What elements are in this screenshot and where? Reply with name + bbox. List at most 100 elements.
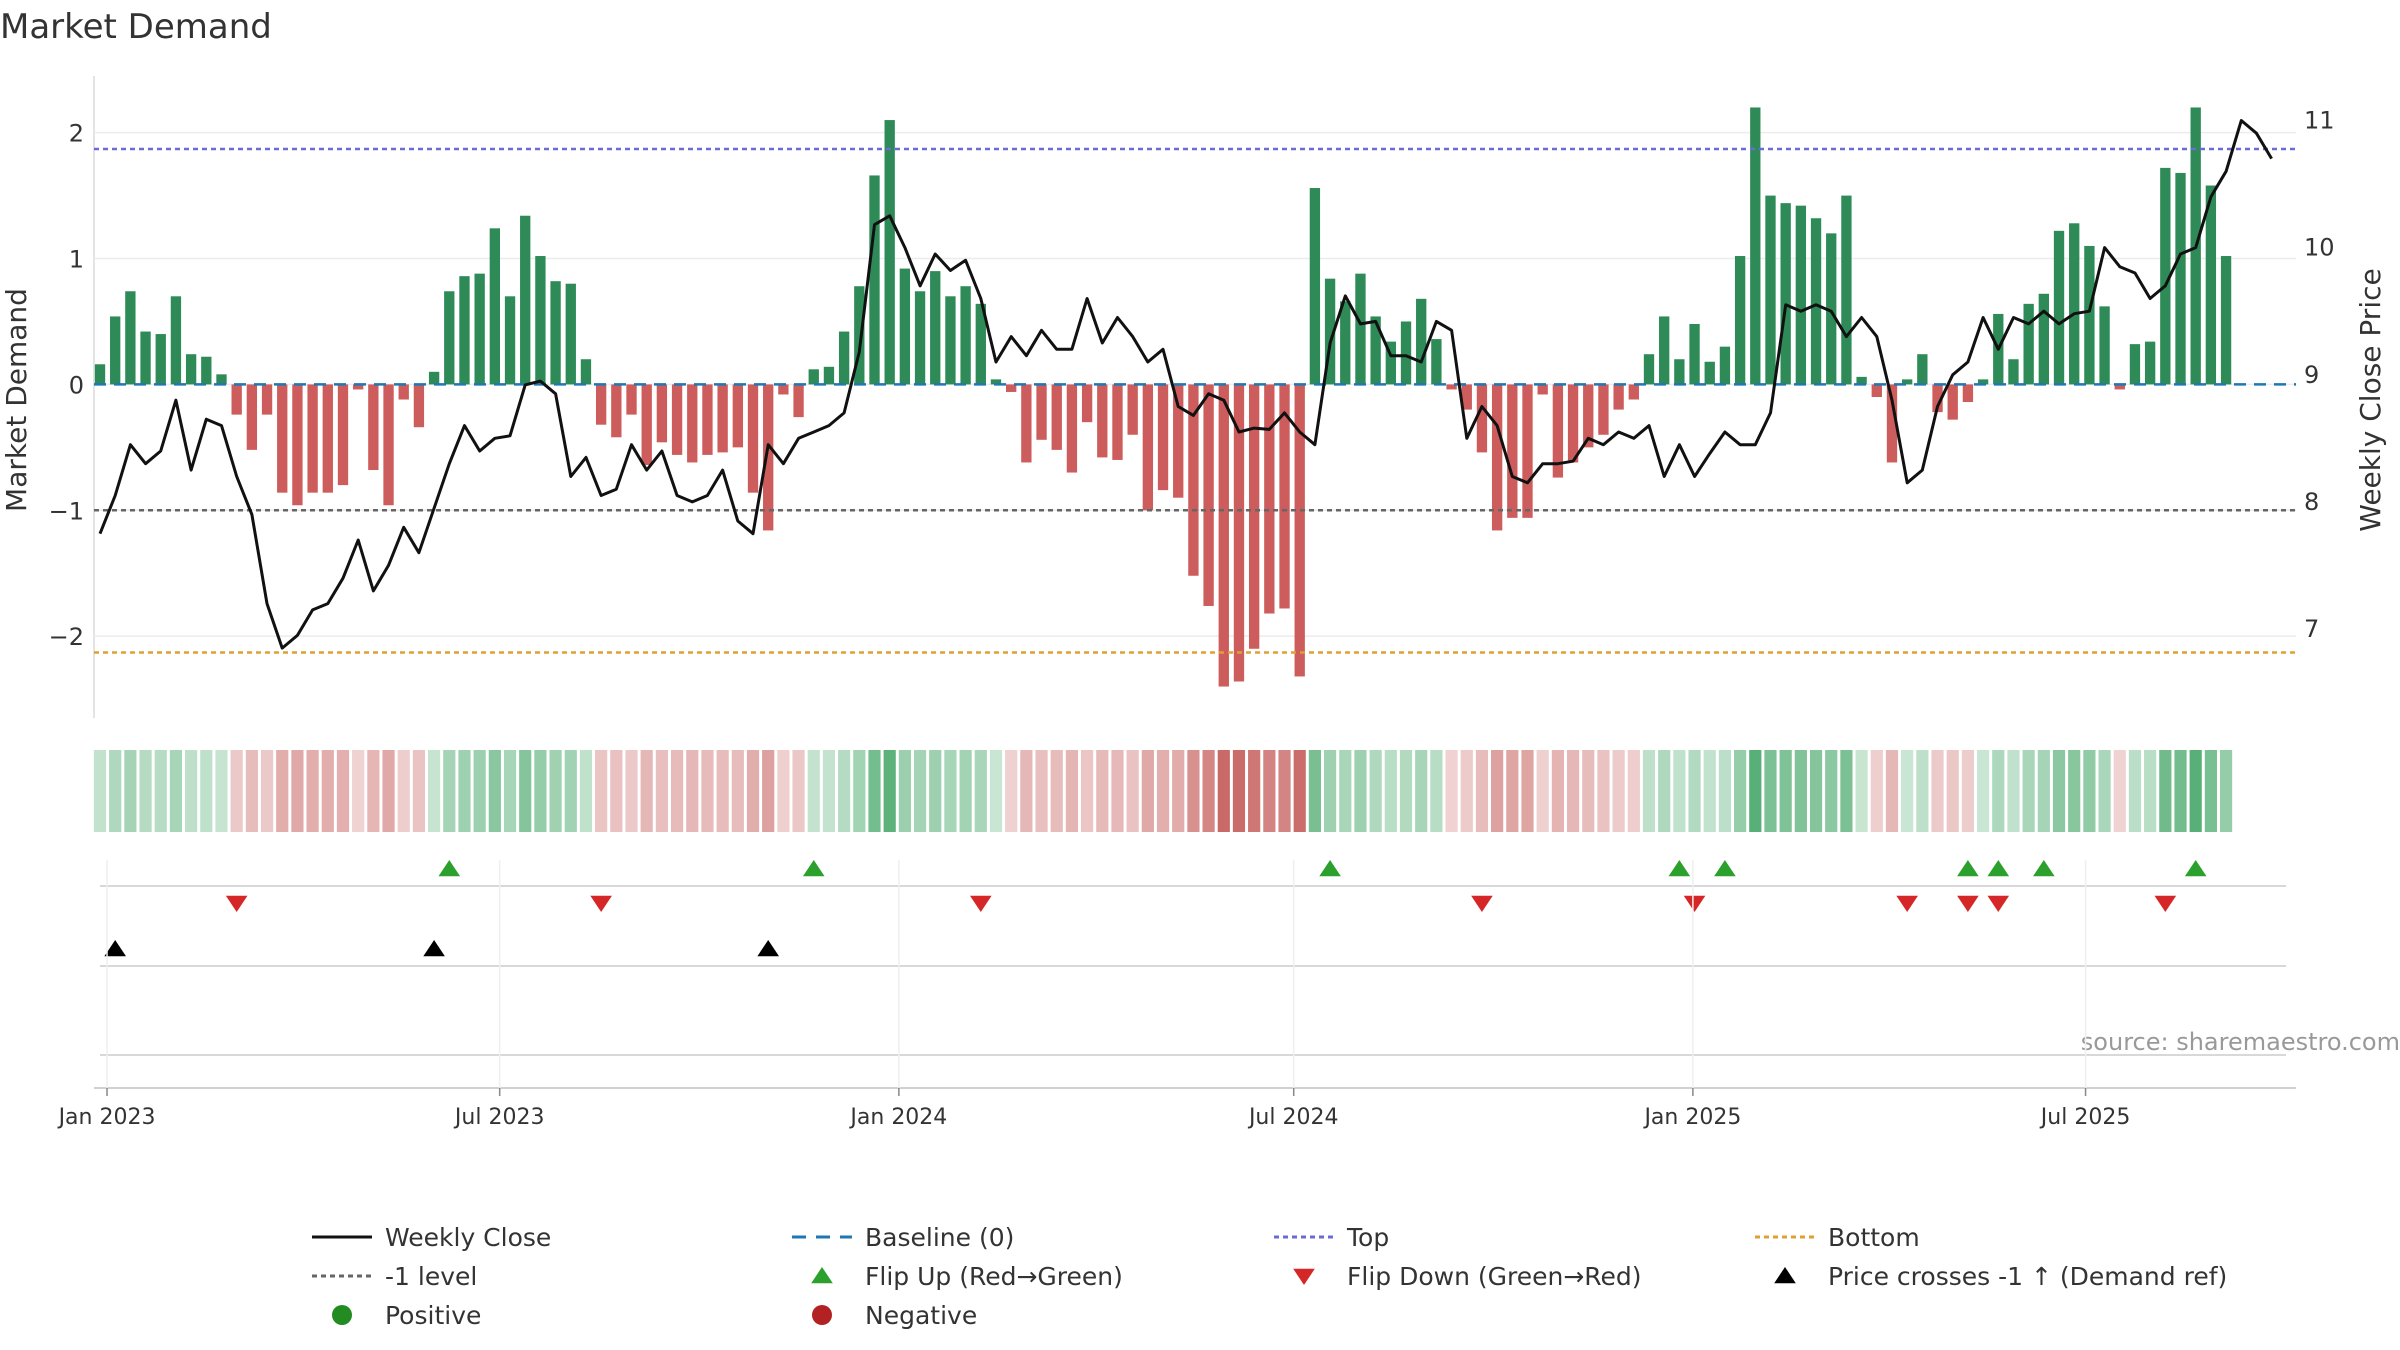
left-y-axis: 2 1 0 −1 −2 — [49, 120, 84, 652]
demand-bar — [960, 286, 971, 385]
heat-cell — [443, 750, 456, 832]
heat-cell — [2174, 750, 2187, 832]
demand-bar — [1081, 384, 1093, 423]
heat-cell — [124, 750, 137, 832]
demand-bar — [550, 281, 561, 385]
heat-cell — [686, 750, 699, 832]
demand-bar — [1901, 379, 1913, 385]
heat-cell — [139, 750, 152, 832]
heat-cell — [610, 750, 623, 832]
price-line-layer — [98, 119, 2273, 650]
heat-cell — [367, 750, 380, 832]
demand-bar — [261, 384, 273, 415]
demand-bar — [1370, 316, 1381, 385]
heat-cell — [1187, 750, 1200, 832]
heat-cell — [1065, 750, 1079, 832]
heat-cell — [109, 750, 122, 832]
reference-lines — [94, 147, 2296, 654]
price-cross-marker — [423, 940, 445, 957]
demand-bar — [1810, 218, 1822, 385]
heat-cell — [792, 750, 805, 832]
heat-cell — [2144, 750, 2157, 832]
heat-cell — [1035, 750, 1048, 832]
source-note: source: sharemaestro.com — [2081, 1028, 2400, 1056]
y2-tick-label: 10 — [2304, 234, 2335, 262]
heat-cell — [1612, 750, 1625, 832]
demand-bar — [2160, 167, 2171, 385]
demand-bar — [504, 296, 516, 385]
heat-cell — [1384, 750, 1397, 832]
demand-bar — [201, 356, 212, 385]
heat-cell — [777, 750, 790, 832]
heat-cell — [1931, 750, 1944, 832]
demand-bar — [1522, 384, 1533, 518]
demand-bar — [1871, 384, 1882, 397]
legend-swatch — [1774, 1267, 1796, 1284]
demand-bar — [1674, 359, 1685, 385]
heat-cell — [1293, 750, 1306, 832]
heat-cell — [1096, 750, 1109, 832]
flip-up-marker — [802, 860, 825, 877]
flip-down-marker — [1987, 895, 2010, 912]
legend-label: Flip Down (Green→Red) — [1347, 1262, 1642, 1291]
heat-cell — [2159, 750, 2172, 832]
demand-bar — [2023, 303, 2034, 385]
heat-cell — [1278, 750, 1291, 832]
demand-bar — [1719, 346, 1731, 385]
demand-bar — [307, 384, 318, 493]
demand-bar — [398, 384, 409, 400]
heat-cell — [2189, 750, 2202, 832]
heat-cell — [2052, 750, 2066, 832]
demand-bar — [884, 120, 895, 385]
heat-cell — [321, 750, 334, 832]
heat-cell — [1658, 750, 1671, 832]
demand-bar — [1476, 384, 1488, 453]
demand-bar — [1203, 384, 1214, 606]
heat-cell — [503, 750, 517, 832]
demand-bar — [1491, 384, 1503, 531]
demand-bar — [2114, 384, 2125, 390]
demand-bar — [1689, 323, 1700, 385]
y2-tick-label: 11 — [2304, 106, 2335, 134]
heat-cell — [1521, 750, 1534, 832]
demand-bar — [2220, 256, 2232, 385]
demand-bar — [1431, 339, 1442, 385]
heat-cell — [2007, 750, 2020, 832]
demand-bar — [2144, 341, 2156, 385]
heat-cell — [1597, 750, 1610, 832]
heat-cell — [944, 750, 957, 832]
demand-bar — [322, 384, 333, 493]
heat-cell — [1141, 750, 1154, 832]
demand-bar — [368, 384, 379, 471]
heat-cell — [1460, 750, 1473, 832]
demand-bar — [595, 384, 607, 425]
heat-cell — [1885, 750, 1899, 832]
heat-cell — [1263, 750, 1276, 832]
x-tick-label: Jul 2024 — [1247, 1105, 1339, 1130]
demand-bar — [626, 384, 637, 415]
demand-bar — [1826, 233, 1837, 385]
flip-up-marker — [438, 860, 461, 877]
y-tick-label: 0 — [69, 371, 84, 399]
heat-cell — [458, 750, 471, 832]
flip-down-marker — [1957, 895, 1979, 912]
heat-cell — [2113, 750, 2126, 832]
heat-cell — [746, 750, 760, 832]
demand-bar — [277, 384, 288, 493]
x-tick-label: Jul 2025 — [2039, 1105, 2131, 1130]
heat-cell — [1081, 750, 1094, 832]
heat-cell — [595, 750, 608, 832]
demand-bar — [990, 379, 1002, 385]
demand-bar — [1765, 195, 1776, 385]
demand-bar — [155, 334, 166, 385]
demand-bar — [337, 384, 349, 486]
heat-cell — [428, 750, 441, 832]
demand-bar — [1750, 107, 1761, 385]
demand-bar — [2175, 172, 2186, 385]
heat-cell — [1156, 750, 1170, 832]
heat-cell — [701, 750, 714, 832]
heat-cell — [1050, 750, 1063, 832]
y-tick-label: −1 — [49, 497, 84, 525]
demand-bar — [2084, 245, 2095, 385]
